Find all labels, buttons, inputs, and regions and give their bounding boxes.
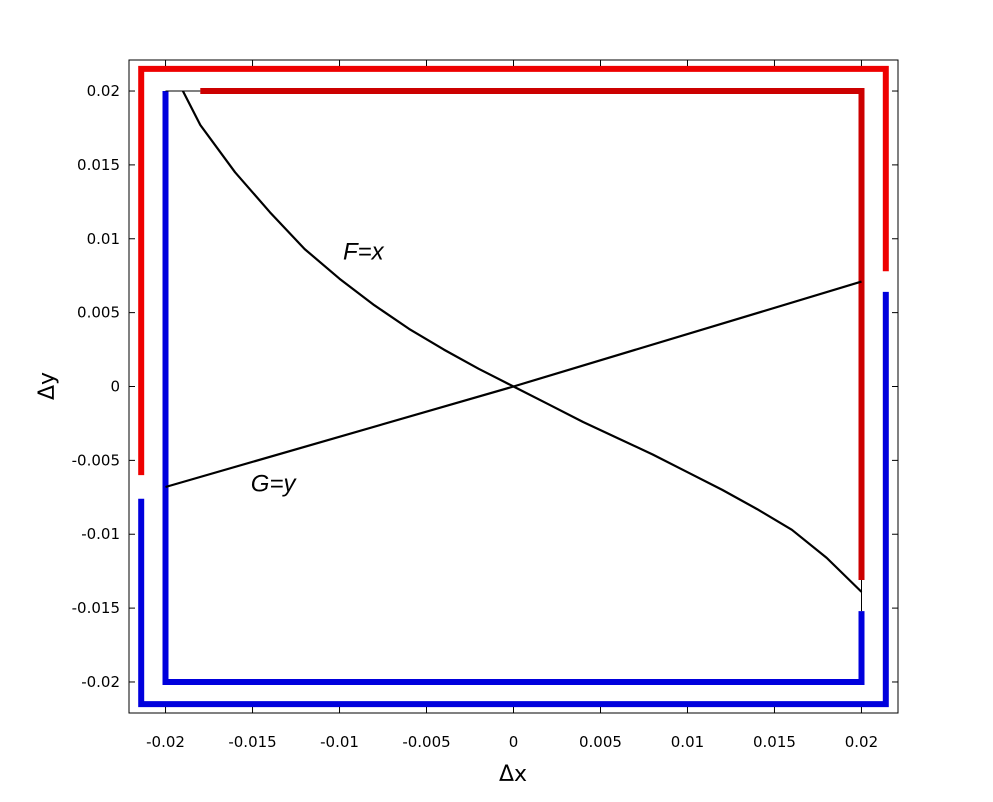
x-tick-label: -0.015 <box>228 733 276 751</box>
y-tick-label: 0.02 <box>87 82 120 100</box>
y-tick-label: -0.015 <box>72 599 120 617</box>
x-tick-label: -0.01 <box>320 733 359 751</box>
curve-f-eq-x <box>181 90 863 593</box>
boundary-segment-3 <box>162 91 865 685</box>
curve-layer <box>165 90 863 612</box>
annotation-layer: F=x G=y <box>251 238 385 497</box>
x-tick-label: 0.01 <box>671 733 704 751</box>
y-tick-label: -0.01 <box>81 525 120 543</box>
y-tick-label: 0.015 <box>77 156 120 174</box>
x-tick-label: -0.02 <box>146 733 185 751</box>
boundary-segment-1 <box>138 291 889 708</box>
x-tick-label: 0.005 <box>579 733 622 751</box>
boundary-segment-2 <box>200 88 865 580</box>
x-axis-title: Δx <box>499 762 527 787</box>
y-axis-title: Δy <box>35 372 60 400</box>
y-tick-label: -0.02 <box>81 673 120 691</box>
curve-annotation-g-eq-y: G=y <box>251 470 298 497</box>
y-tick-label: 0.01 <box>87 230 120 248</box>
x-tick-label: 0.015 <box>753 733 796 751</box>
curve-g-eq-y <box>165 280 862 489</box>
x-tick-label: 0.02 <box>845 733 878 751</box>
curve-annotation-f-eq-x: F=x <box>343 238 385 265</box>
y-tick-label: 0.005 <box>77 304 120 322</box>
x-tick-label: 0 <box>509 733 519 751</box>
y-tick-label: 0 <box>110 378 120 396</box>
boundary-layer <box>138 65 889 708</box>
y-tick-label: -0.005 <box>72 451 120 469</box>
tick-layer: -0.02 -0.015 -0.01 -0.005 0 0.005 0.01 0.015 0.0… <box>72 60 898 751</box>
x-tick-label: -0.005 <box>402 733 450 751</box>
boundary-segment-0 <box>138 65 889 476</box>
